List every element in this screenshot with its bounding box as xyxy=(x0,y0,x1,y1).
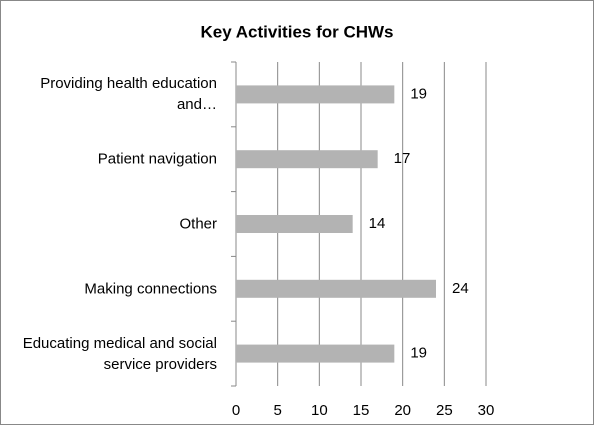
x-tick-label: 25 xyxy=(436,402,453,419)
x-tick-label: 15 xyxy=(353,402,370,419)
y-tick-label: Making connections xyxy=(84,280,217,298)
data-label: 14 xyxy=(369,215,386,232)
x-tick-label: 20 xyxy=(394,402,411,419)
y-tick-label: Educating medical and social service pro… xyxy=(22,334,217,373)
bar xyxy=(236,150,378,169)
y-tick-label: Other xyxy=(179,215,217,233)
bar xyxy=(236,344,395,363)
x-tick-label: 10 xyxy=(311,402,328,419)
data-label: 24 xyxy=(452,280,469,297)
chart-title: Key Activities for CHWs xyxy=(200,22,393,41)
bar xyxy=(236,85,395,104)
x-tick-label: 30 xyxy=(478,402,495,419)
x-tick-label: 0 xyxy=(232,402,240,419)
data-label: 19 xyxy=(410,345,427,362)
bar xyxy=(236,279,436,298)
x-tick-label: 5 xyxy=(273,402,281,419)
y-tick-label: Patient navigation xyxy=(97,150,217,168)
y-tick-label: Providing health education and… xyxy=(40,75,217,114)
data-label: 17 xyxy=(394,150,411,167)
data-label: 19 xyxy=(410,85,427,102)
bar xyxy=(236,215,353,233)
